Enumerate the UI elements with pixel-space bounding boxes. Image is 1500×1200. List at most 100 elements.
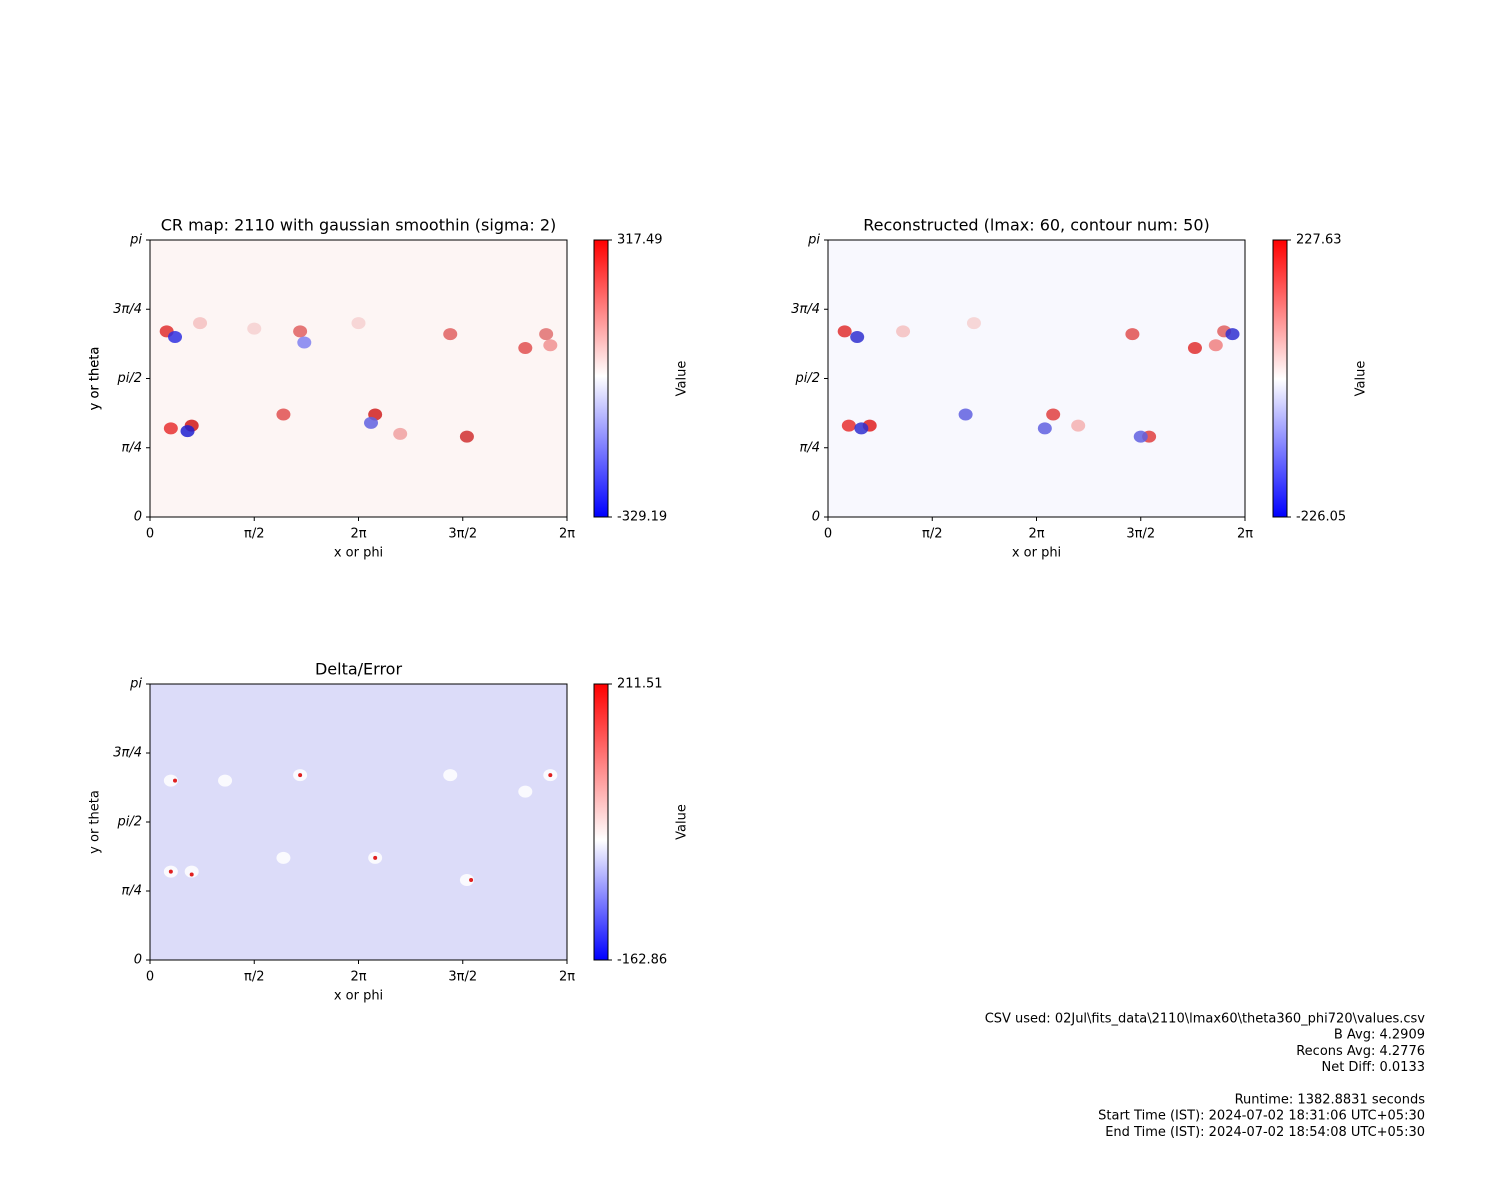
heat-blob <box>854 422 869 435</box>
heat-blob <box>1187 342 1202 355</box>
heat-blob <box>539 328 554 341</box>
heat-dot <box>373 855 378 860</box>
x-axis-label: x or phi <box>334 989 383 1004</box>
x-tick-label: 2π <box>350 970 366 985</box>
colorbar <box>1272 239 1288 518</box>
x-tick-label: 2π <box>1237 527 1253 542</box>
heat-blob <box>841 419 856 432</box>
heat-dot <box>173 778 178 783</box>
heat-blob <box>163 422 178 435</box>
heat-blob <box>297 336 312 349</box>
x-tick-label: 3π/2 <box>448 970 477 985</box>
heat-dot <box>548 773 553 778</box>
y-tick-label: 3π/4 <box>791 302 820 317</box>
heat-blob <box>293 325 308 338</box>
info-line: Recons Avg: 4.2776 <box>1296 1044 1425 1059</box>
x-tick-label: 2π <box>559 970 575 985</box>
colorbar-tick-label: -226.05 <box>1296 510 1346 525</box>
heat-blob <box>168 330 183 343</box>
colorbar-tick-label: 317.49 <box>617 233 663 248</box>
x-tick-label: π/2 <box>244 970 264 985</box>
y-axis-label: y or theta <box>88 347 103 411</box>
x-tick-label: 2π <box>1028 527 1044 542</box>
heat-dot <box>168 869 173 874</box>
y-tick-label: pi/2 <box>116 815 142 830</box>
heat-blob <box>443 328 458 341</box>
x-tick-label: 0 <box>146 970 154 985</box>
heat-blob <box>163 774 178 787</box>
heat-blob <box>1133 430 1148 443</box>
info-line: Start Time (IST): 2024-07-02 18:31:06 UT… <box>1098 1109 1425 1124</box>
heat-blob <box>1208 339 1223 352</box>
heat-blob <box>850 330 865 343</box>
heat-dot <box>189 872 194 877</box>
heat-blob <box>443 769 458 782</box>
colorbar-tick-label: -329.19 <box>617 510 667 525</box>
heat-blob <box>1046 408 1061 421</box>
y-axis-label: y or theta <box>88 790 103 854</box>
chart-title: Reconstructed (lmax: 60, contour num: 50… <box>863 216 1210 235</box>
x-tick-label: 0 <box>146 527 154 542</box>
heatmap-image <box>150 684 567 960</box>
heat-blob <box>518 342 533 355</box>
y-tick-label: pi/2 <box>116 371 142 386</box>
info-line: Runtime: 1382.8831 seconds <box>1235 1093 1426 1108</box>
y-tick-label: 3π/4 <box>113 302 142 317</box>
colorbar-label: Value <box>1354 361 1369 397</box>
y-tick-label: 0 <box>812 510 820 525</box>
heat-blob <box>180 425 195 438</box>
heat-blob <box>1125 328 1140 341</box>
x-tick-label: 2π <box>559 527 575 542</box>
chart-title: Delta/Error <box>315 660 403 679</box>
heat-blob <box>1037 422 1052 435</box>
info-line: B Avg: 4.2909 <box>1334 1028 1425 1043</box>
heatmap-image <box>828 240 1245 517</box>
heat-blob <box>184 865 199 878</box>
y-tick-label: 3π/4 <box>113 746 142 761</box>
x-tick-label: 3π/2 <box>448 527 477 542</box>
colorbar <box>593 683 609 961</box>
y-tick-label: 0 <box>134 953 142 968</box>
heat-blob <box>276 408 291 421</box>
colorbar-tick-label: 211.51 <box>617 677 663 692</box>
x-tick-label: π/2 <box>244 527 264 542</box>
heat-blob <box>966 317 981 330</box>
heat-blob <box>896 325 911 338</box>
x-axis-label: x or phi <box>334 546 383 561</box>
y-axis-label: y or theta <box>88 347 103 411</box>
y-tick-label: π/4 <box>122 884 142 899</box>
colorbar-label: Value <box>675 361 690 397</box>
heatmap-background <box>150 240 567 517</box>
heat-blob <box>193 317 208 330</box>
info-line: End Time (IST): 2024-07-02 18:54:08 UTC+… <box>1105 1125 1425 1140</box>
y-tick-label: pi <box>807 233 820 248</box>
chart-title: CR map: 2110 with gaussian smoothin (sig… <box>161 216 557 235</box>
heat-blob <box>364 416 379 429</box>
info-line: Net Diff: 0.0133 <box>1321 1060 1425 1075</box>
heatmap-background <box>828 240 1245 517</box>
y-tick-label: π/4 <box>800 440 820 455</box>
x-tick-label: 0 <box>824 527 832 542</box>
y-tick-label: pi <box>129 677 142 692</box>
heat-blob <box>958 408 973 421</box>
colorbar-label: Value <box>675 804 690 840</box>
colorbar-tick-label: 227.63 <box>1296 233 1342 248</box>
heat-blob <box>1225 328 1240 341</box>
heat-blob <box>459 873 474 886</box>
heat-blob <box>1071 419 1086 432</box>
x-tick-label: 3π/2 <box>1126 527 1155 542</box>
y-tick-label: pi <box>129 233 142 248</box>
heat-blob <box>247 322 262 335</box>
y-tick-label: π/4 <box>122 440 142 455</box>
info-line: CSV used: 02Jul\fits_data\2110\lmax60\th… <box>985 1012 1426 1027</box>
heat-blob <box>459 430 474 443</box>
heat-dot <box>469 877 474 882</box>
heat-blob <box>218 774 233 787</box>
heat-dot <box>298 773 303 778</box>
colorbar-tick-label: -162.86 <box>617 953 667 968</box>
heat-blob <box>351 317 366 330</box>
heat-blob <box>393 427 408 440</box>
x-tick-label: 2π <box>350 527 366 542</box>
colorbar <box>593 239 609 518</box>
